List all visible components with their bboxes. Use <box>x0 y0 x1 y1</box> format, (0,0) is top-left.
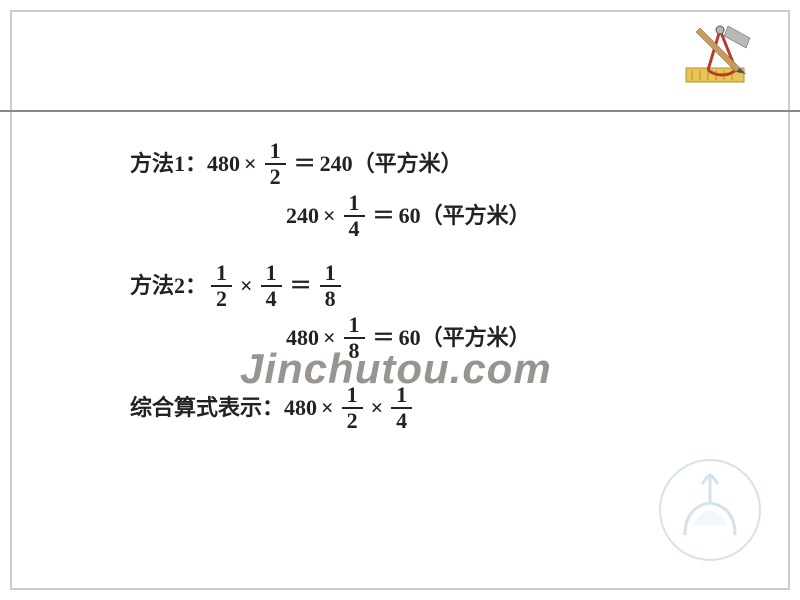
m1l1-frac: 1 2 <box>265 140 286 188</box>
m1l2-result: 60（平方米） <box>399 201 531 232</box>
m2l1-f2: 1 4 <box>261 262 282 310</box>
m1l1-result: 240（平方米） <box>320 149 463 180</box>
m2l1-op: × <box>240 271 253 302</box>
m2l1-eq: ＝ <box>290 271 312 302</box>
m1l1-base: 480 <box>207 149 240 180</box>
combined-label: 综合算式表示： <box>130 393 284 424</box>
m1l1-op: × <box>244 149 257 180</box>
m2l2-base: 480 <box>286 323 319 354</box>
c-f1: 1 2 <box>342 384 363 432</box>
method2-line2: 480 × 1 8 ＝ 60（平方米） <box>286 314 720 362</box>
m2l1-f1: 1 2 <box>211 262 232 310</box>
method2-line1: 方法2： 1 2 × 1 4 ＝ 1 8 <box>130 262 720 310</box>
method1-label: 方法1： <box>130 149 207 180</box>
combined-line: 综合算式表示： 480 × 1 2 × 1 4 <box>130 384 720 432</box>
math-content: 方法1： 480 × 1 2 ＝ 240（平方米） 240 × 1 4 ＝ 60… <box>130 140 720 436</box>
c-op1: × <box>321 393 334 424</box>
horizontal-divider <box>0 110 800 112</box>
c-base: 480 <box>284 393 317 424</box>
m1l2-base: 240 <box>286 201 319 232</box>
m1l1-eq: ＝ <box>294 149 316 180</box>
m1l2-frac: 1 4 <box>344 192 365 240</box>
m1l2-eq: ＝ <box>373 201 395 232</box>
m2l2-eq: ＝ <box>373 323 395 354</box>
c-f2: 1 4 <box>391 384 412 432</box>
method2-label: 方法2： <box>130 271 207 302</box>
tools-icon <box>680 20 760 90</box>
m2l2-result: 60（平方米） <box>399 323 531 354</box>
m1l2-op: × <box>323 201 336 232</box>
m2l2-op: × <box>323 323 336 354</box>
c-op2: × <box>371 393 384 424</box>
method1-line2: 240 × 1 4 ＝ 60（平方米） <box>286 192 720 240</box>
method1-line1: 方法1： 480 × 1 2 ＝ 240（平方米） <box>130 140 720 188</box>
logo-icon <box>655 455 765 565</box>
m2l2-frac: 1 8 <box>344 314 365 362</box>
m2l1-res: 1 8 <box>320 262 341 310</box>
